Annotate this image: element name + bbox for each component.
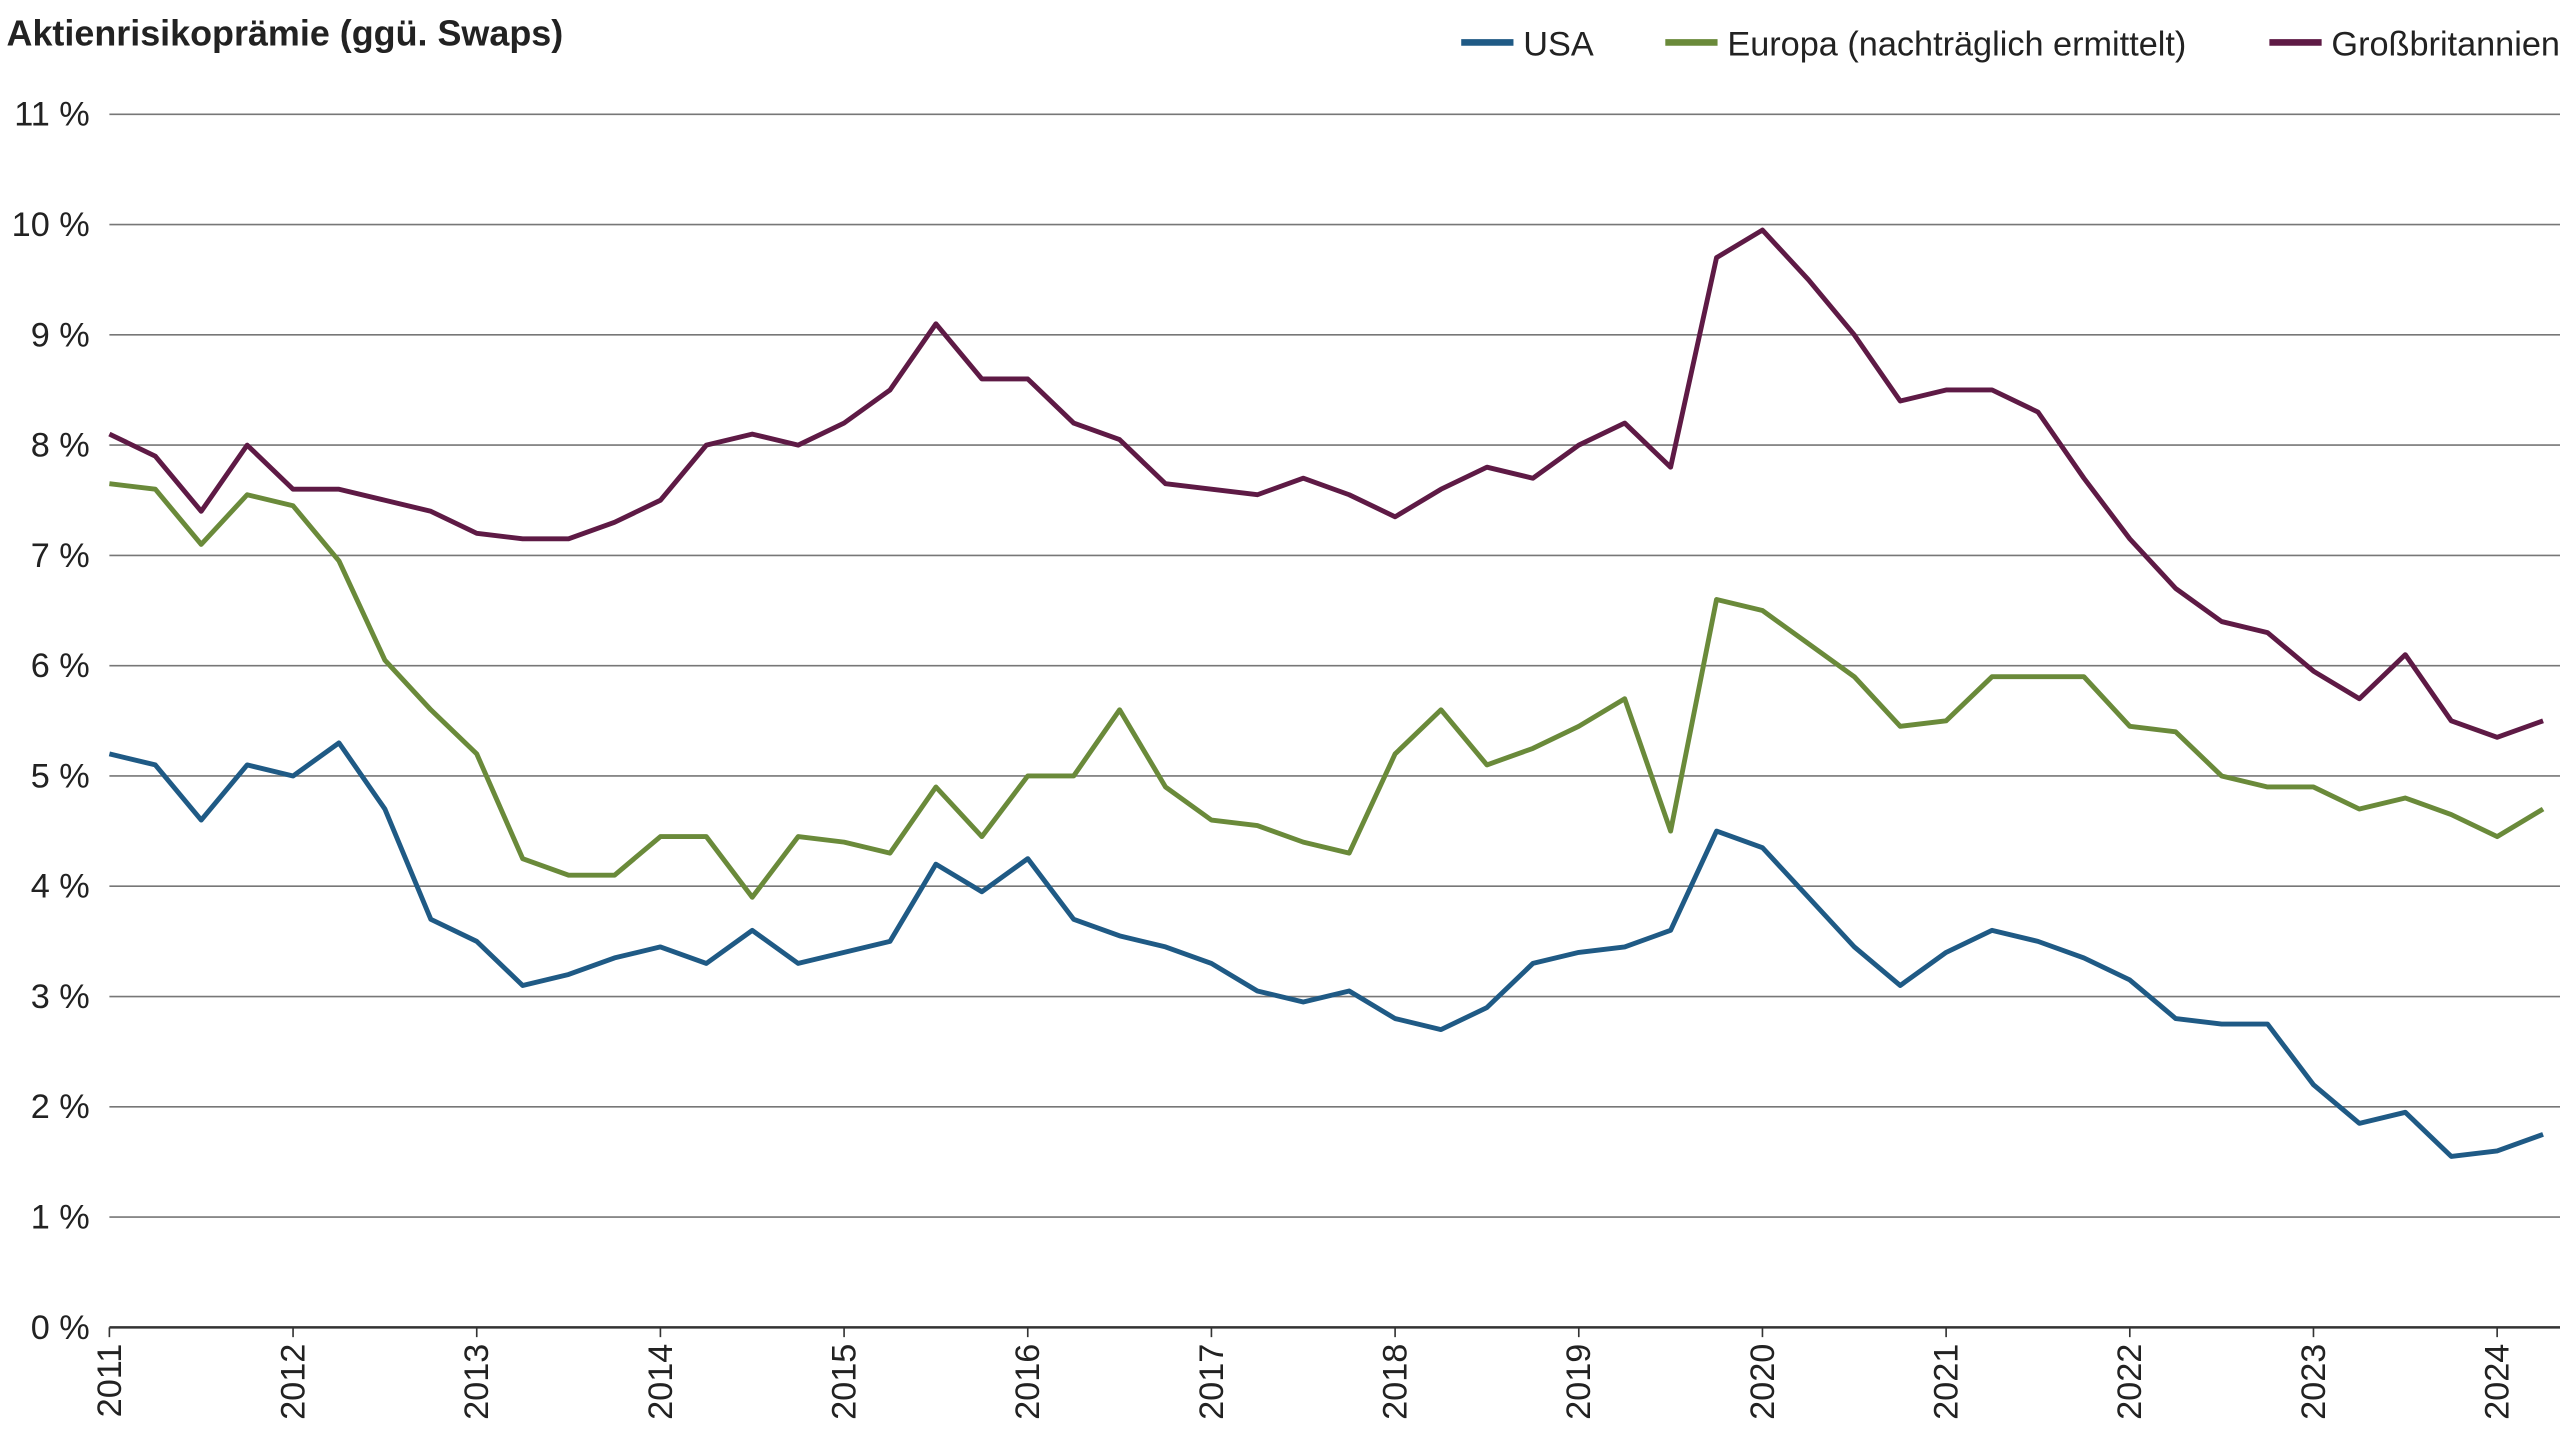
y-tick-label: 10 % bbox=[12, 206, 90, 244]
y-tick-label: 2 % bbox=[31, 1088, 90, 1126]
series-line bbox=[108, 227, 2544, 740]
x-tick-label: 2023 bbox=[2295, 1344, 2333, 1420]
y-tick-label: 11 % bbox=[14, 96, 90, 134]
x-tick-label: 2024 bbox=[2479, 1344, 2517, 1420]
y-tick-label: 6 % bbox=[31, 647, 90, 685]
x-tick-label: 2021 bbox=[1928, 1344, 1966, 1420]
x-tick-label: 2022 bbox=[2111, 1344, 2149, 1420]
legend-label: Europa (nachträglich ermittelt) bbox=[1727, 26, 2186, 64]
x-tick-label: 2020 bbox=[1744, 1344, 1782, 1420]
y-tick-label: 1 % bbox=[31, 1198, 90, 1236]
y-tick-label: 5 % bbox=[31, 757, 90, 795]
legend-label: Großbritannien bbox=[2331, 26, 2560, 64]
series-line bbox=[108, 740, 2544, 1159]
x-tick-label: 2019 bbox=[1560, 1344, 1598, 1420]
x-tick-label: 2014 bbox=[642, 1344, 680, 1420]
x-tick-label: 2012 bbox=[274, 1344, 312, 1420]
x-tick-label: 2015 bbox=[826, 1344, 864, 1420]
y-tick-label: 3 % bbox=[31, 978, 90, 1016]
y-tick-label: 8 % bbox=[31, 427, 90, 465]
x-tick-label: 2011 bbox=[91, 1344, 129, 1418]
series-line bbox=[109, 481, 2545, 900]
y-tick-label: 0 % bbox=[31, 1309, 90, 1347]
y-tick-label: 4 % bbox=[31, 868, 90, 906]
y-tick-label: 7 % bbox=[31, 537, 90, 575]
legend-label: USA bbox=[1523, 26, 1594, 64]
x-tick-label: 2018 bbox=[1377, 1344, 1415, 1420]
x-tick-label: 2017 bbox=[1193, 1344, 1231, 1420]
x-tick-label: 2013 bbox=[458, 1344, 496, 1420]
x-tick-label: 2016 bbox=[1009, 1344, 1047, 1420]
y-tick-label: 9 % bbox=[31, 316, 90, 354]
chart-title: Aktienrisikoprämie (ggü. Swaps) bbox=[7, 13, 564, 54]
